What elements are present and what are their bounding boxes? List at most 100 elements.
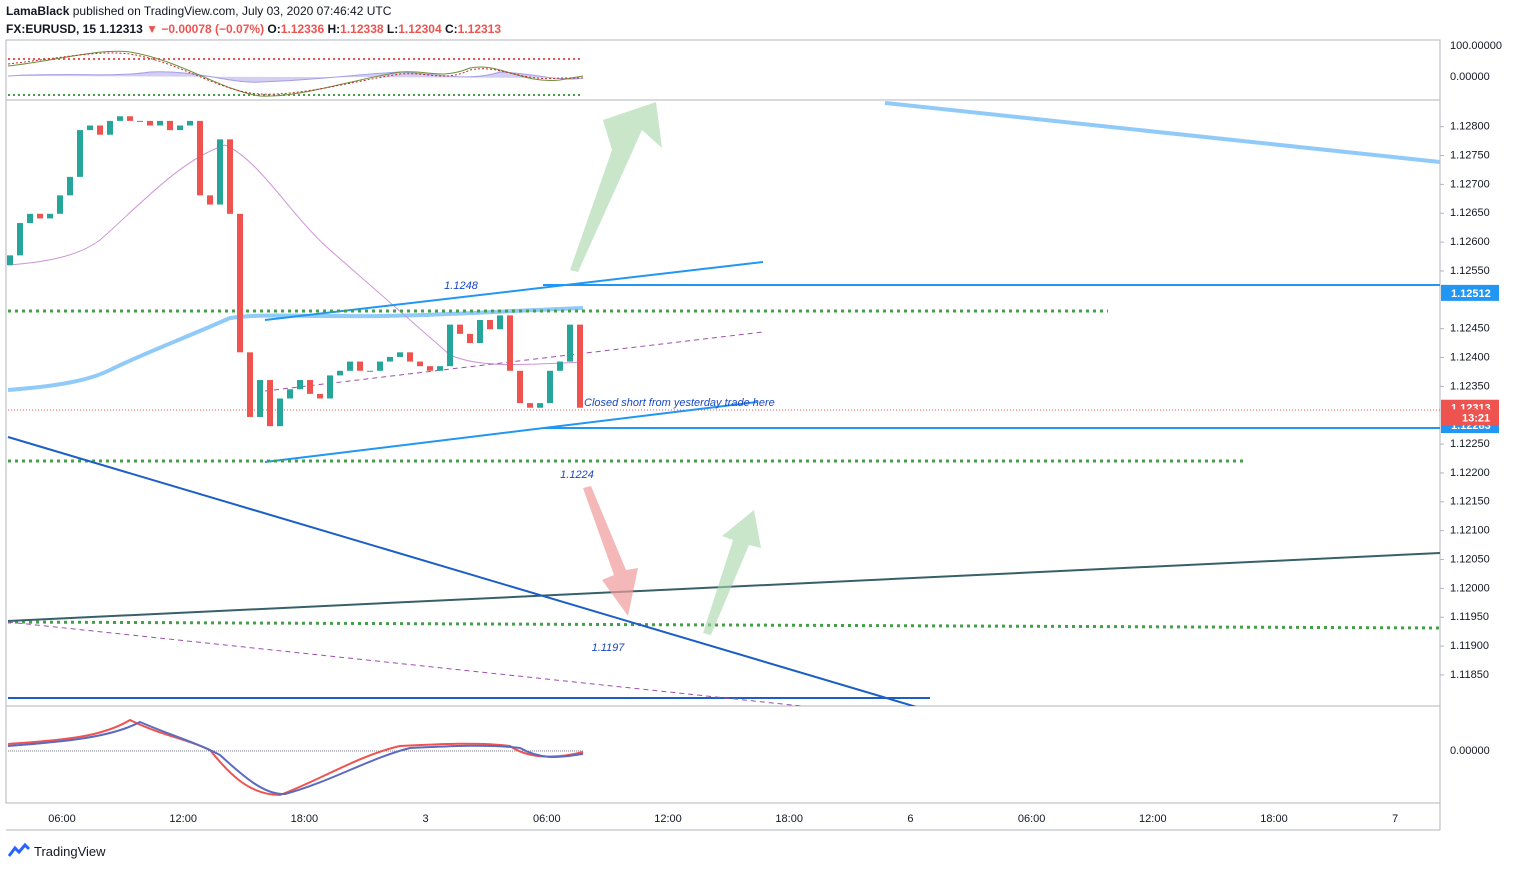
h-label: H: xyxy=(327,22,341,36)
candle xyxy=(567,324,573,362)
candle xyxy=(447,324,453,367)
candle xyxy=(17,223,23,256)
footer-logo[interactable]: TradingView xyxy=(8,843,106,859)
candle xyxy=(317,393,323,399)
candle xyxy=(247,352,253,417)
candle xyxy=(357,361,363,371)
candle xyxy=(337,370,343,376)
bottom-oscillator xyxy=(7,718,584,797)
candle xyxy=(377,361,383,371)
candle xyxy=(577,324,583,408)
y-tick-label: 1.11900 xyxy=(1450,640,1489,652)
candle xyxy=(437,366,443,371)
candle xyxy=(367,370,373,372)
x-tick-label: 3 xyxy=(423,813,429,825)
countdown-badge xyxy=(1441,409,1499,426)
candle xyxy=(117,116,123,121)
candle xyxy=(167,120,173,131)
candle xyxy=(467,333,473,344)
x-tick-label: 6 xyxy=(907,813,913,825)
candle xyxy=(417,361,423,367)
l: 1.12304 xyxy=(398,22,442,36)
candle xyxy=(347,361,353,371)
y-tick-label: 1.12400 xyxy=(1450,351,1490,363)
candle xyxy=(307,380,313,394)
candle xyxy=(177,125,183,131)
candle xyxy=(517,370,523,404)
c: 1.12313 xyxy=(457,22,502,36)
x-tick-label: 06:00 xyxy=(1018,813,1046,825)
candle xyxy=(57,195,63,214)
y-tick-label: 1.12550 xyxy=(1450,265,1490,277)
y-tick-label: 1.12700 xyxy=(1450,178,1490,190)
annotation: 1.1224 xyxy=(560,469,594,481)
y-tick-label: 1.12050 xyxy=(1450,553,1490,565)
annotation: Closed short from yesterday trade here xyxy=(584,397,775,409)
candle xyxy=(77,130,83,177)
candle xyxy=(257,380,263,417)
price-badge-label: 1.12512 xyxy=(1451,288,1491,300)
candle xyxy=(67,176,73,196)
o-label: O: xyxy=(267,22,281,36)
y-tick-label: 1.12450 xyxy=(1450,323,1490,335)
candle xyxy=(207,195,213,205)
candle xyxy=(227,139,233,214)
top-pane-tick: 100.00000 xyxy=(1450,40,1502,52)
y-tick-label: 1.12750 xyxy=(1450,149,1490,161)
annotation: 1.1197 xyxy=(592,642,626,654)
candle xyxy=(287,389,293,399)
countdown: 13:21 xyxy=(1462,412,1490,424)
y-tick-label: 1.12800 xyxy=(1450,121,1490,133)
price: 1.12313 xyxy=(99,22,143,36)
candle xyxy=(87,125,93,131)
candle xyxy=(407,352,413,362)
y-tick-label: 1.12650 xyxy=(1450,207,1490,219)
candle xyxy=(557,361,563,371)
candle xyxy=(457,324,463,334)
y-tick-label: 1.12250 xyxy=(1450,438,1490,450)
y-tick-label: 1.12600 xyxy=(1450,236,1490,248)
h: 1.12338 xyxy=(340,22,384,36)
candle xyxy=(7,255,13,266)
drawings xyxy=(7,101,1440,706)
x-tick-label: 18:00 xyxy=(775,813,803,825)
candle xyxy=(137,120,143,122)
candle xyxy=(237,213,243,353)
y-tick-label: 1.12350 xyxy=(1450,380,1490,392)
footer-text: TradingView xyxy=(34,843,106,859)
candle xyxy=(37,213,43,219)
x-tick-label: 06:00 xyxy=(533,813,561,825)
candle xyxy=(477,320,483,344)
candle xyxy=(47,213,53,219)
x-tick-label: 7 xyxy=(1392,813,1398,825)
candle xyxy=(397,352,403,357)
candle xyxy=(327,375,333,399)
candle xyxy=(147,120,153,126)
author: LamaBlack xyxy=(6,4,70,18)
y-tick-label: 1.12000 xyxy=(1450,582,1490,594)
candle xyxy=(537,403,543,408)
logo-icon xyxy=(8,843,30,857)
candle xyxy=(277,398,283,427)
bottom-pane-tick: 0.00000 xyxy=(1450,745,1490,757)
candle xyxy=(427,366,433,371)
candle xyxy=(157,120,163,126)
candle xyxy=(197,120,203,196)
x-tick-label: 12:00 xyxy=(1139,813,1167,825)
y-tick-label: 1.11850 xyxy=(1450,669,1489,681)
candle xyxy=(107,120,113,135)
candle xyxy=(97,125,103,135)
y-tick-label: 1.12150 xyxy=(1450,496,1490,508)
symbol: FX:EURUSD, 15 xyxy=(6,22,97,36)
candle xyxy=(187,120,193,126)
candle xyxy=(547,370,553,404)
price-badge xyxy=(1441,284,1499,301)
candle xyxy=(487,320,493,330)
candle xyxy=(527,403,533,408)
candle xyxy=(267,380,273,427)
x-tick-label: 06:00 xyxy=(48,813,76,825)
y-tick-label: 1.12100 xyxy=(1450,525,1490,537)
candle xyxy=(387,356,393,362)
